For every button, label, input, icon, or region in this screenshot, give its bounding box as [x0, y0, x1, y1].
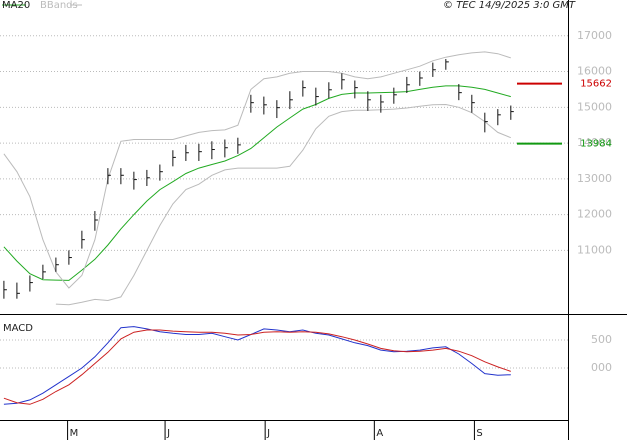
credit: © TEC 14/9/2025 3:0 GMT [443, 0, 576, 11]
legend-label: MA20 [2, 0, 30, 11]
macd-panel [0, 326, 568, 405]
y-tick-label: 14000 [577, 136, 612, 149]
axes: 11000 12000 13000 14000 15000 16000 17000 15662… [67, 29, 612, 440]
level-label: 15662 [580, 79, 612, 90]
y-tick-label: 11000 [577, 243, 612, 256]
series-line [3, 85, 511, 281]
price-panel [0, 35, 568, 306]
x-tick-label: S [476, 428, 482, 439]
y-tick-label: 000 [591, 361, 612, 374]
level-label: 13984 [580, 139, 612, 150]
x-tick-label: A [376, 428, 383, 439]
x-tick-label: J [166, 428, 170, 439]
x-tick-label: M [70, 428, 79, 439]
series-line [3, 326, 511, 405]
series-line [3, 329, 511, 405]
x-tick-label: J [266, 428, 270, 439]
y-tick-label: 13000 [577, 172, 612, 185]
series-line [3, 51, 511, 289]
y-tick-label: 12000 [577, 208, 612, 221]
panel-title: MACD [3, 323, 33, 334]
y-tick-label: 500 [591, 333, 612, 346]
y-tick-label: 17000 [577, 29, 612, 42]
legend-label: BBands [40, 0, 78, 11]
series-line [55, 103, 511, 306]
y-tick-label: 16000 [577, 65, 612, 78]
y-tick-label: 15000 [577, 100, 612, 113]
